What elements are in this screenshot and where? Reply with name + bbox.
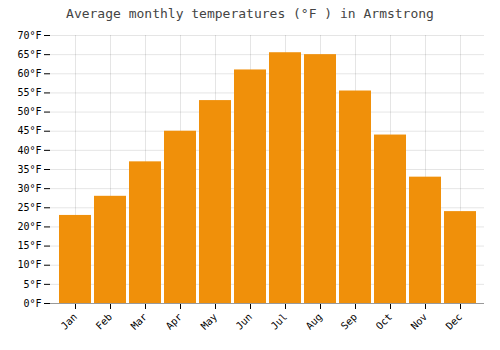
html-text:Average monthly temperatures (: Average monthly temperatures (°F ) in Ar… xyxy=(66,6,434,21)
svg-text:10°F: 10°F xyxy=(17,259,41,270)
svg-text:Sep: Sep xyxy=(339,311,360,332)
svg-text:5°F: 5°F xyxy=(23,279,41,290)
svg-text:55°F: 55°F xyxy=(17,87,41,98)
svg-text:Jun: Jun xyxy=(234,311,255,332)
svg-text:Jul: Jul xyxy=(269,311,290,332)
svg-text:65°F: 65°F xyxy=(17,49,41,60)
svg-text:Feb: Feb xyxy=(94,311,115,332)
svg-text:Dec: Dec xyxy=(444,311,465,332)
svg-text:50°F: 50°F xyxy=(17,106,41,117)
svg-text:20°F: 20°F xyxy=(17,221,41,232)
svg-text:Apr: Apr xyxy=(164,311,185,332)
svg-text:0°F: 0°F xyxy=(23,298,41,309)
svg-text:May: May xyxy=(199,311,220,332)
svg-text:Nov: Nov xyxy=(409,311,430,332)
svg-text:Mar: Mar xyxy=(129,311,150,332)
svg-text:60°F: 60°F xyxy=(17,68,41,79)
svg-text:Aug: Aug xyxy=(304,311,325,332)
svg-text:40°F: 40°F xyxy=(17,145,41,156)
svg-text:70°F: 70°F xyxy=(17,30,41,41)
svg-text:Jan: Jan xyxy=(59,311,80,332)
svg-text:25°F: 25°F xyxy=(17,202,41,213)
svg-text:45°F: 45°F xyxy=(17,125,41,136)
svg-text:30°F: 30°F xyxy=(17,183,41,194)
svg-text:15°F: 15°F xyxy=(17,240,41,251)
svg-text:Oct: Oct xyxy=(374,311,395,332)
svg-text:35°F: 35°F xyxy=(17,164,41,175)
